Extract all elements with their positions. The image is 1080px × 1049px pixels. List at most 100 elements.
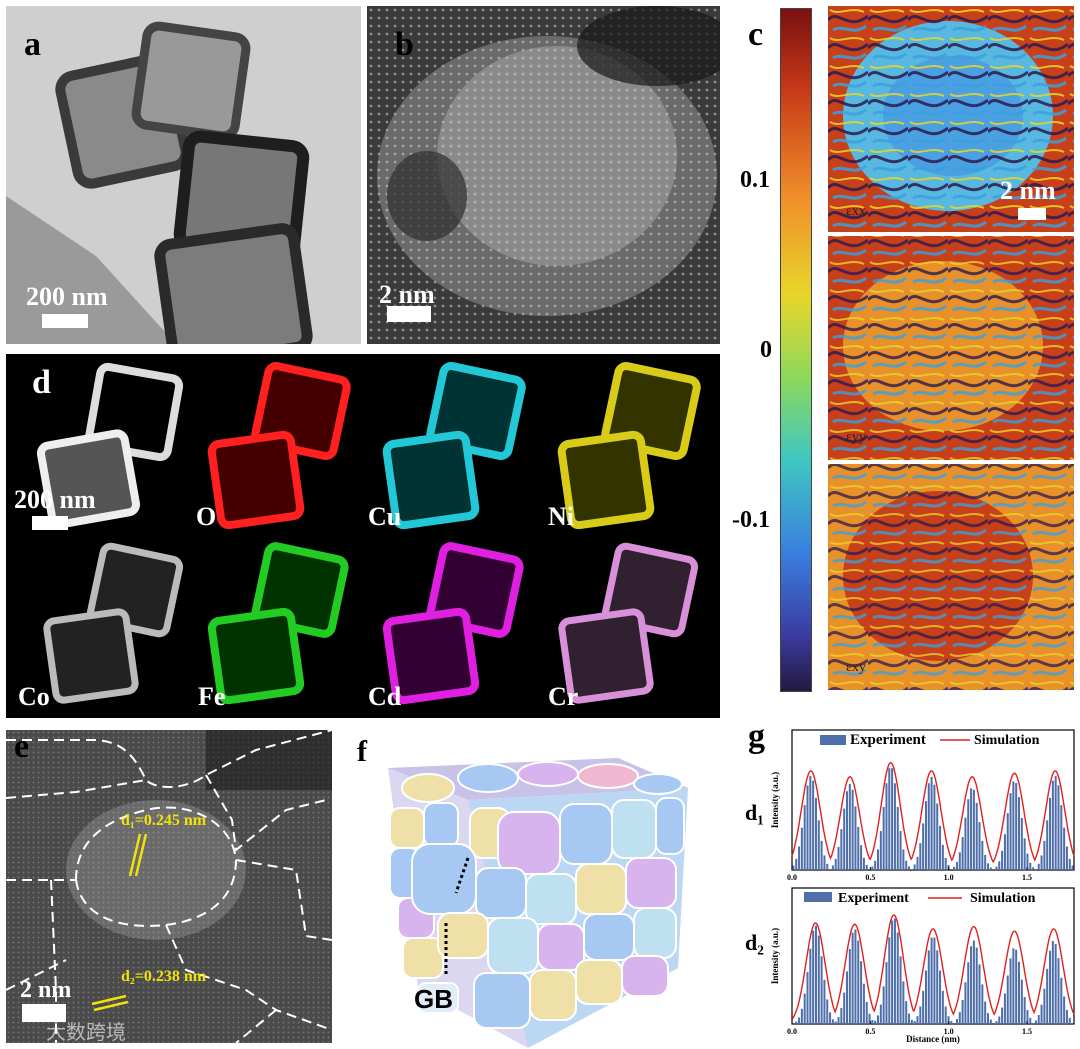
panel-d: d 200 nm O Cu Ni Co Fe Cd Cr: [6, 354, 720, 718]
experiment-bar: [1012, 948, 1015, 1024]
experiment-bar: [1046, 968, 1049, 1024]
experiment-bar: [854, 929, 857, 1024]
experiment-bar: [989, 1019, 992, 1024]
experiment-bar: [806, 972, 809, 1024]
experiment-bar: [865, 1001, 868, 1024]
plot2-legend: Experiment Simulation: [804, 891, 1036, 906]
experiment-bar: [936, 803, 939, 870]
experiment-bar: [924, 801, 927, 870]
legend-experiment-swatch: [804, 892, 832, 902]
experiment-bar: [1003, 834, 1006, 870]
experiment-bar: [809, 948, 812, 1024]
experiment-bar: [922, 990, 925, 1024]
experiment-bar: [871, 1019, 874, 1024]
experiment-bar: [882, 986, 885, 1024]
experiment-bar: [1071, 865, 1074, 870]
eds-map-Fe: [207, 542, 349, 705]
experiment-bar: [922, 823, 925, 870]
experiment-bar: [817, 935, 820, 1024]
x-tick-label: 1.5: [1022, 873, 1032, 882]
experiment-bar: [1029, 862, 1032, 870]
experiment-bar: [798, 846, 801, 870]
experiment-bar: [1054, 775, 1057, 870]
experiment-bar: [831, 865, 834, 870]
experiment-bar: [843, 808, 846, 870]
experiment-bar: [927, 783, 930, 870]
experiment-bar: [854, 806, 857, 870]
panel-g-letter: g: [748, 718, 765, 755]
experiment-bar: [809, 775, 812, 870]
experiment-bar: [1068, 1017, 1071, 1024]
panel-e-scale-bar: [22, 1004, 66, 1022]
experiment-bar: [913, 864, 916, 870]
experiment-bar: [817, 820, 820, 870]
panel-b: b 2 nm: [367, 6, 720, 344]
experiment-bar: [961, 999, 964, 1024]
experiment-bar: [908, 866, 911, 870]
experiment-bar: [896, 807, 899, 870]
experiment-bar: [874, 860, 877, 870]
experiment-bar: [840, 1008, 843, 1024]
experiment-bar: [834, 858, 837, 870]
experiment-bar: [868, 1013, 871, 1024]
simulation-curve: [791, 914, 1075, 1020]
experiment-bar: [848, 948, 851, 1024]
experiment-bar: [984, 854, 987, 870]
experiment-bar: [1026, 853, 1029, 870]
experiment-bar: [939, 825, 942, 870]
experiment-bar: [1006, 975, 1009, 1024]
x-tick-label: 1.0: [944, 1027, 954, 1036]
eds-map-Cr: [558, 542, 699, 704]
experiment-bar: [826, 863, 829, 870]
experiment-bar: [800, 1008, 803, 1024]
experiment-bar: [902, 981, 905, 1024]
experiment-bar: [812, 780, 815, 870]
experiment-bar: [947, 1016, 950, 1024]
x-tick-label: 0.5: [865, 1027, 875, 1036]
strain-label-exy: εxy: [846, 660, 866, 675]
experiment-bar: [975, 802, 978, 870]
experiment-bar: [1003, 993, 1006, 1024]
experiment-bar: [840, 829, 843, 870]
experiment-bar: [1018, 797, 1021, 870]
experiment-bar: [1049, 950, 1052, 1024]
experiment-bar: [953, 866, 956, 870]
experiment-bar: [888, 768, 891, 870]
panel-c-scale-label: 2 nm: [1000, 176, 1056, 205]
experiment-bar: [885, 783, 888, 870]
colorbar-tick-label: 0: [760, 337, 772, 363]
experiment-bar: [1037, 863, 1040, 870]
experiment-bar: [984, 1001, 987, 1024]
experiment-bar: [995, 866, 998, 870]
eds-map-Cu: [382, 362, 526, 530]
experiment-bar: [806, 785, 809, 870]
experiment-bar: [1060, 977, 1063, 1024]
experiment-bar: [913, 1020, 916, 1024]
experiment-bar: [888, 937, 891, 1024]
experiment-bar: [958, 852, 961, 870]
panel-a-tem-image: [6, 6, 361, 344]
experiment-bar: [862, 857, 865, 870]
x-tick-label: 1.5: [1022, 1027, 1032, 1036]
experiment-bar: [843, 992, 846, 1024]
experiment-bar: [891, 768, 894, 870]
experiment-bar: [857, 826, 860, 870]
plot1-frame: [791, 729, 1075, 871]
panel-e-scale-label: 2 nm: [20, 977, 72, 1003]
simulation-curve: [791, 761, 1075, 864]
plot1-ylabel: Intensity (a.u.): [770, 772, 780, 828]
experiment-bar: [919, 843, 922, 870]
experiment-bar: [829, 1012, 832, 1024]
experiment-bar: [1001, 1007, 1004, 1024]
g-plot2-label: d₂: [745, 930, 764, 955]
colorbar-tick-label: -0.1: [732, 507, 770, 533]
experiment-bar: [795, 858, 798, 870]
element-label-Ni: Ni: [548, 502, 574, 531]
panel-a-scale-label: 200 nm: [26, 282, 108, 311]
panel-c-scale-bar: [1018, 208, 1046, 220]
experiment-bar: [862, 983, 865, 1024]
legend-experiment-label: Experiment: [838, 891, 909, 906]
experiment-bar: [941, 844, 944, 870]
experiment-bar: [820, 840, 823, 870]
experiment-bar: [970, 788, 973, 870]
